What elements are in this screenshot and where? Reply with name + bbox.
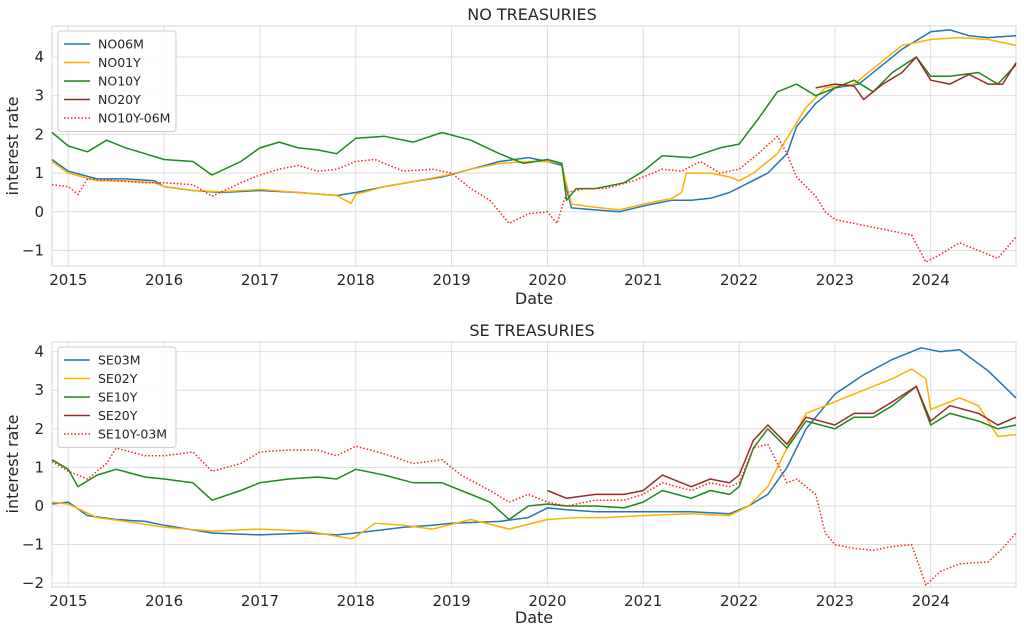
x-tick-label: 2021 (624, 592, 662, 610)
x-axis-label: Date (515, 608, 553, 627)
legend-box (57, 30, 177, 132)
chart-panel-se: SE TREASURIES 2015 2016 2017 2018 2019 2020 20… (3, 321, 1017, 627)
legend-label: SE02Y (98, 371, 138, 386)
y-tick-label: 0 (34, 203, 44, 221)
x-tick-label: 2023 (816, 271, 854, 289)
series-line-no06m (51, 29, 1017, 213)
x-tick-label: 2024 (912, 271, 950, 289)
legend-label: NO01Y (98, 55, 141, 70)
y-tick-label: −2 (22, 574, 44, 592)
y-axis-label: interest rate (3, 97, 22, 196)
chart-title: SE TREASURIES (469, 321, 594, 340)
x-tick-label: 2017 (241, 271, 279, 289)
x-tick-label: 2015 (49, 592, 87, 610)
y-tick-label: 4 (34, 343, 44, 361)
x-tick-label: 2024 (912, 592, 950, 610)
legend-label: SE10Y-03M (98, 427, 167, 442)
x-tick-label: 2020 (528, 271, 566, 289)
y-tick-label: 2 (34, 125, 44, 143)
chart-title: NO TREASURIES (467, 5, 597, 24)
legend-label: SE10Y (98, 390, 138, 405)
y-axis-label: interest rate (3, 415, 22, 514)
x-axis-label: Date (515, 289, 553, 308)
series-line-se20y (547, 385, 1017, 500)
series-line-se10y (51, 385, 1017, 521)
series-line-se02y (51, 368, 1017, 540)
series-line-no10y (51, 56, 1017, 201)
y-tick-label: 1 (34, 458, 44, 476)
legend-label: NO10Y-06M (98, 111, 170, 126)
x-tick-label: 2018 (337, 271, 375, 289)
chart-panel-no: NO TREASURIES 2015 2016 2017 2018 2019 2020 20… (3, 5, 1017, 308)
y-tick-label: 2 (34, 420, 44, 438)
x-tick-label: 2016 (145, 592, 183, 610)
x-tick-label: 2018 (337, 592, 375, 610)
y-tick-label: −1 (22, 536, 44, 554)
legend-label: NO20Y (98, 92, 141, 107)
legend-label: SE03M (98, 353, 141, 368)
y-tick-label: 0 (34, 497, 44, 515)
legend: NO06M NO01Y NO10Y NO20Y NO10Y-06M (57, 30, 177, 132)
legend-box (57, 346, 177, 448)
legend-label: NO10Y (98, 74, 141, 89)
x-tick-label: 2023 (816, 592, 854, 610)
x-tick-label: 2022 (720, 592, 758, 610)
series-line-se10y-03m (51, 443, 1017, 586)
y-tick-label: 3 (34, 87, 44, 105)
x-tick-label: 2021 (624, 271, 662, 289)
series-line-no10y-06m (51, 135, 1017, 263)
x-tick-label: 2020 (528, 592, 566, 610)
y-tick-label: 4 (34, 48, 44, 66)
legend-label: SE20Y (98, 408, 138, 423)
y-tick-label: 1 (34, 164, 44, 182)
legend-label: NO06M (98, 37, 144, 52)
x-tick-label: 2022 (720, 271, 758, 289)
series-line-no20y (815, 56, 1017, 101)
y-tick-label: 3 (34, 381, 44, 399)
x-tick-label: 2016 (145, 271, 183, 289)
x-tick-label: 2019 (432, 271, 470, 289)
x-tick-label: 2015 (49, 271, 87, 289)
y-tick-label: −1 (22, 242, 44, 260)
legend: SE03M SE02Y SE10Y SE20Y SE10Y-03M (57, 346, 177, 448)
x-tick-label: 2017 (241, 592, 279, 610)
x-tick-label: 2019 (432, 592, 470, 610)
